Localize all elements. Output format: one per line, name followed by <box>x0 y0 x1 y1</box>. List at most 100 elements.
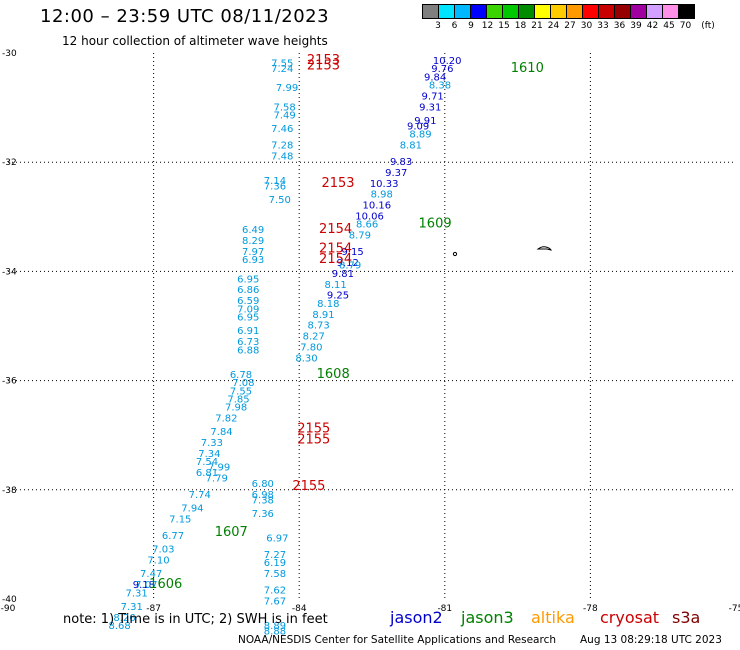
data-point-label: 7.46 <box>271 124 293 135</box>
legend-item-jason2: jason2 <box>390 608 443 627</box>
data-point-label: 9.84 <box>424 72 446 83</box>
data-point-label: 8.89 <box>409 130 431 141</box>
data-point-label: 8.79 <box>349 231 371 242</box>
color-scale-label: 36 <box>613 21 626 31</box>
y-tick-label: -40 <box>2 595 17 605</box>
x-tick-label: -78 <box>583 604 598 614</box>
y-tick-label: -30 <box>2 49 17 59</box>
data-point-label: 6.80 <box>252 479 274 490</box>
color-scale-label: 21 <box>531 21 543 31</box>
generated-timestamp: Aug 13 08:29:18 UTC 2023 <box>580 634 722 646</box>
data-point-label: 7.58 <box>264 569 286 580</box>
data-point-label: 7.07 <box>135 580 157 591</box>
credit-line: NOAA/NESDIS Center for Satellite Applica… <box>238 634 556 646</box>
color-scale-label: 42 <box>646 21 659 31</box>
pass-time-label: 2154 <box>319 222 352 237</box>
data-point-label: 8.11 <box>324 280 346 291</box>
data-point-label: 7.74 <box>189 490 211 501</box>
data-point-label: 7.24 <box>271 64 293 75</box>
x-tick-label: -81 <box>437 604 452 614</box>
data-point-label: 7.55 <box>271 59 293 70</box>
pass-time-label: 2153 <box>321 176 354 191</box>
pass-time-label: 1609 <box>419 217 452 232</box>
data-point-label: 6.19 <box>264 558 286 569</box>
pass-time-label: 2154 <box>319 241 352 256</box>
data-point-label: 8.26 <box>113 613 135 624</box>
data-point-label: 6.78 <box>230 370 252 381</box>
color-scale-labels: 3 6 9 12 15 18 21 24 27 30 33 36 39 42 45 70 (ft) <box>422 21 740 33</box>
x-tick-label: -87 <box>146 604 161 614</box>
data-point-label: 7.79 <box>206 474 228 485</box>
data-point-label: 9.31 <box>419 102 441 113</box>
data-point-label: 6.73 <box>237 337 259 348</box>
data-point-label: 7.09 <box>237 304 259 315</box>
legend-item-s3a: s3a <box>672 608 701 627</box>
data-point-label: 6.88 <box>237 345 259 356</box>
data-point-label: 7.54 <box>196 457 218 468</box>
x-tick-label: -90 <box>1 604 16 614</box>
data-point-label: 9.81 <box>332 269 354 280</box>
data-point-label: 10.33 <box>370 179 399 190</box>
data-point-label: 9.37 <box>385 168 407 179</box>
data-point-label: 7.94 <box>181 504 203 515</box>
footnote: note: 1) Time is in UTC; 2) SWH is in fe… <box>63 612 328 627</box>
data-point-label: 10.20 <box>433 56 462 67</box>
data-point-label: 7.67 <box>264 596 286 607</box>
data-point-label: 6.97 <box>266 534 288 545</box>
data-point-label: 9.76 <box>431 64 453 75</box>
data-point-label: 9.15 <box>341 247 363 258</box>
x-tick-label: -75 <box>729 604 740 614</box>
color-scale-label: 39 <box>630 21 642 31</box>
data-point-label: 8.89 <box>264 621 286 632</box>
data-point-label: 6.49 <box>242 225 264 236</box>
data-point-label: 6.91 <box>237 326 259 337</box>
data-point-label: 8.88 <box>264 626 286 637</box>
data-point-label: 8.81 <box>400 141 422 152</box>
color-scale-label: (ft) <box>701 21 715 31</box>
data-point-label: 7.14 <box>264 176 286 187</box>
pass-time-label: 2155 <box>292 479 325 494</box>
color-scale-label: 18 <box>514 21 527 31</box>
color-scale-label: 3 <box>435 21 441 31</box>
y-tick-label: -36 <box>2 377 17 387</box>
data-point-label: 7.33 <box>201 438 223 449</box>
color-scale-bar <box>422 4 695 19</box>
color-scale-label: 33 <box>597 21 609 31</box>
data-point-label: 9.25 <box>327 291 349 302</box>
data-point-label: 8.79 <box>339 261 361 272</box>
data-point-label: 7.55 <box>230 386 252 397</box>
data-point-label: 7.48 <box>271 151 293 162</box>
data-point-label: 7.84 <box>210 427 232 438</box>
data-point-label: 9.12 <box>337 258 359 269</box>
data-point-label: 7.98 <box>225 403 247 414</box>
color-scale-label: 30 <box>580 21 593 31</box>
pass-time-label: 1610 <box>511 61 544 76</box>
data-point-label: 9.18 <box>133 580 155 591</box>
data-point-label: 7.99 <box>208 463 230 474</box>
legend-item-jason3: jason3 <box>461 608 514 627</box>
data-point-label: 8.38 <box>429 80 451 91</box>
page-title: 12:00 – 23:59 UTC 08/11/2023 <box>40 6 330 27</box>
data-point-label: 8.27 <box>303 332 325 343</box>
y-tick-label: -32 <box>2 158 17 168</box>
data-point-label: 7.31 <box>125 588 147 599</box>
data-point-label: 7.38 <box>252 495 274 506</box>
data-point-label: 7.15 <box>169 515 191 526</box>
color-scale-label: 70 <box>679 21 692 31</box>
pass-time-label: 1607 <box>215 525 248 540</box>
data-point-label: 7.99 <box>276 83 298 94</box>
legend-item-altika: altika <box>531 608 575 627</box>
data-point-label: 7.82 <box>215 414 237 425</box>
data-point-label: 6.86 <box>237 285 259 296</box>
data-point-label: 7.28 <box>271 141 293 152</box>
y-tick-label: -38 <box>2 486 17 496</box>
pass-time-label: 2153 <box>307 58 340 73</box>
color-scale-label: 9 <box>468 21 474 31</box>
page-subtitle: 12 hour collection of altimeter wave hei… <box>62 34 328 48</box>
data-point-label: 6.98 <box>252 490 274 501</box>
data-point-label: 6.59 <box>237 296 259 307</box>
data-point-label: 9.83 <box>390 157 412 168</box>
data-point-label: 9.09 <box>407 121 429 132</box>
